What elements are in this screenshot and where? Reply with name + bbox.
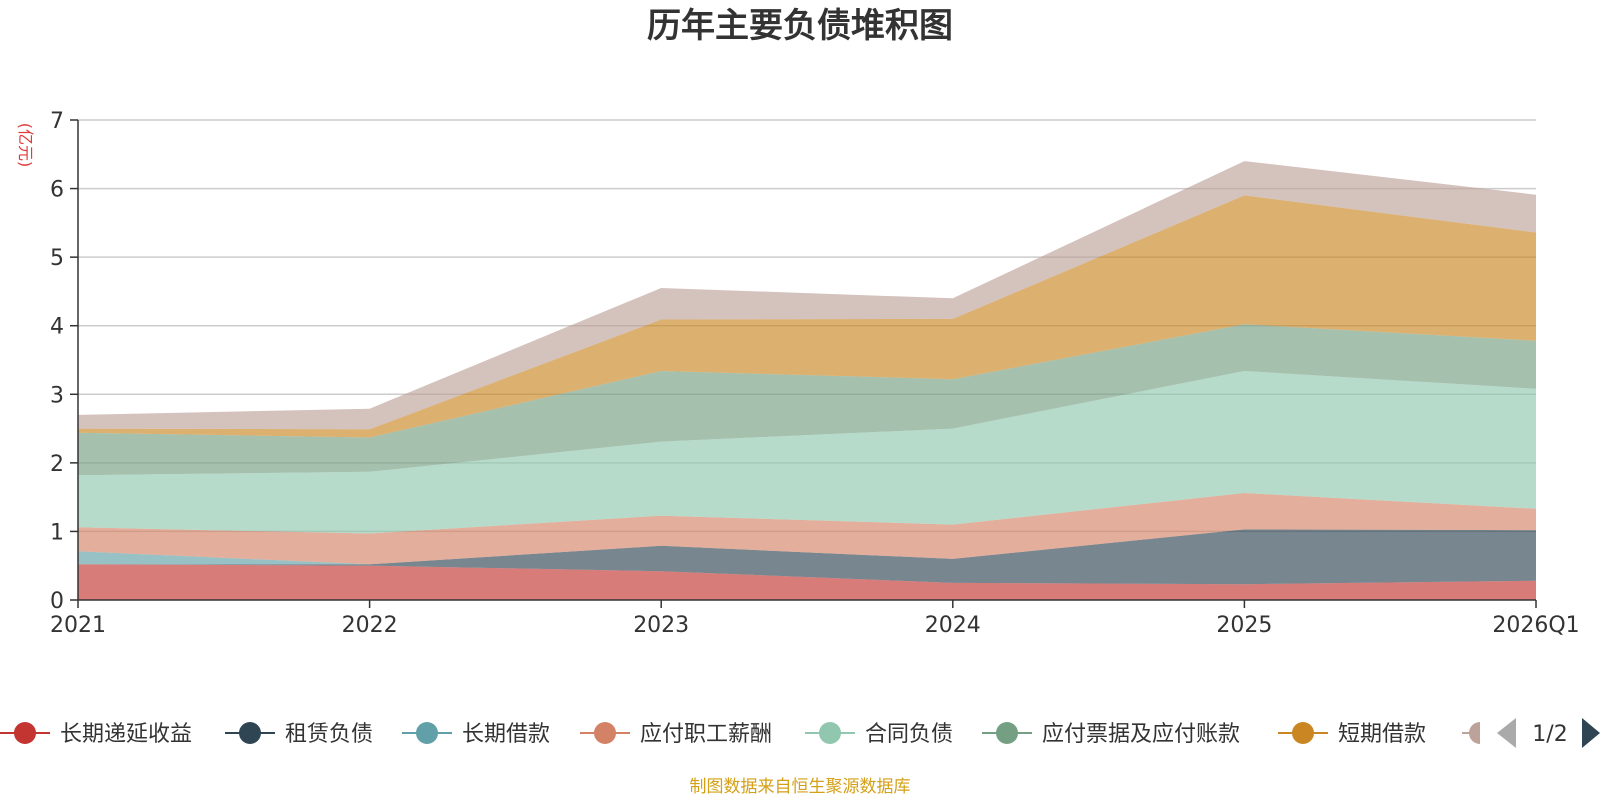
chart-title: 历年主要负债堆积图 (647, 6, 953, 46)
legend-item[interactable]: 租赁负债 (225, 722, 373, 747)
legend-label: 短期借款 (1338, 722, 1426, 747)
area-7[interactable] (78, 161, 1536, 430)
area-0[interactable] (78, 564, 1536, 600)
x-tick-label: 2024 (925, 613, 981, 638)
x-tick-label: 2021 (50, 613, 106, 638)
legend-marker (239, 722, 261, 744)
x-tick-label: 2025 (1216, 613, 1272, 638)
area-2[interactable] (78, 529, 1536, 565)
legend-label: 应付票据及应付账款 (1042, 722, 1240, 747)
y-tick-label: 4 (50, 315, 64, 340)
x-tick-label: 2022 (342, 613, 398, 638)
area-3[interactable] (78, 493, 1536, 565)
y-tick-label: 6 (50, 178, 64, 203)
x-tick-label: 2026Q1 (1492, 613, 1579, 638)
legend-marker (416, 722, 438, 744)
legend-marker (14, 722, 36, 744)
legend-label: 长期递延收益 (60, 722, 192, 747)
area-series (78, 161, 1536, 600)
area-6[interactable] (78, 195, 1536, 438)
legend-marker (1292, 722, 1314, 744)
y-tick-label: 2 (50, 452, 64, 477)
area-1[interactable] (78, 529, 1536, 585)
legend-label: 合同负债 (865, 722, 953, 747)
y-axis-label: (亿元) (16, 123, 35, 168)
y-tick-label: 0 (50, 589, 64, 614)
legend-item[interactable]: 应付职工薪酬 (580, 722, 772, 747)
legend-label: 长期借款 (462, 722, 550, 747)
y-tick-label: 1 (50, 520, 64, 545)
legend-item[interactable]: 长期递延收益 (0, 722, 192, 747)
y-tick-label: 3 (50, 383, 64, 408)
legend-item-partial[interactable] (1462, 722, 1480, 744)
y-tick-label: 5 (50, 246, 64, 271)
legend-prev-icon[interactable] (1497, 718, 1516, 748)
legend-label: 应付职工薪酬 (640, 722, 772, 747)
legend-marker (819, 722, 841, 744)
legend-marker (594, 722, 616, 744)
legend-marker (996, 722, 1018, 744)
x-tick-label: 2023 (633, 613, 689, 638)
y-tick-label: 7 (50, 109, 64, 134)
legend-page-indicator: 1/2 (1532, 722, 1567, 747)
legend-next-icon[interactable] (1582, 718, 1600, 748)
legend-marker (1469, 722, 1480, 744)
legend-item[interactable]: 长期借款 (402, 722, 550, 747)
source-note: 制图数据来自恒生聚源数据库 (690, 777, 911, 797)
legend-item[interactable]: 短期借款 (1278, 722, 1426, 747)
area-5[interactable] (78, 324, 1536, 476)
legend-label: 租赁负债 (285, 722, 373, 747)
area-4[interactable] (78, 371, 1536, 534)
axes: 0 1 2 3 4 5 6 7 2021 2022 2023 2024 2025 2026Q1 (50, 109, 1580, 638)
legend: 长期递延收益 租赁负债 长期借款 应付职工薪酬 合同负债 应付票据及应付账款 短期借款 1/2 (0, 718, 1600, 748)
legend-item[interactable]: 应付票据及应付账款 (982, 722, 1240, 747)
legend-item[interactable]: 合同负债 (805, 722, 953, 747)
